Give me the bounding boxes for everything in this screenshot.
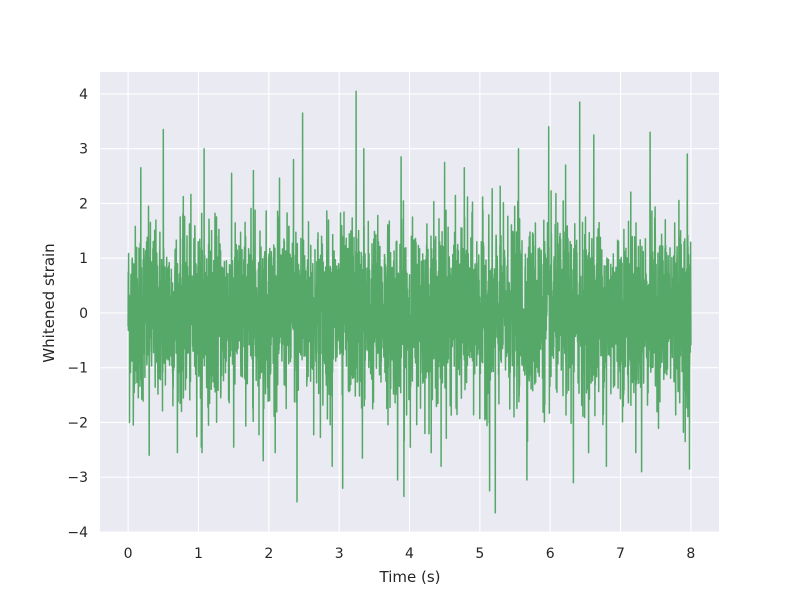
x-axis-ticks: 0 1 2 3 4 5 6 7 8 bbox=[124, 546, 696, 562]
y-axis-ticks: −4 −3 −2 −1 0 1 2 3 4 bbox=[67, 87, 88, 541]
x-tick-label: 1 bbox=[194, 546, 203, 562]
x-axis-label: Time (s) bbox=[379, 568, 441, 586]
x-tick-label: 0 bbox=[124, 546, 133, 562]
y-tick-label: −1 bbox=[67, 361, 88, 377]
x-tick-label: 7 bbox=[616, 546, 625, 562]
series-layer bbox=[127, 90, 692, 514]
x-tick-label: 5 bbox=[475, 546, 484, 562]
y-tick-label: −4 bbox=[67, 525, 88, 541]
y-tick-label: 0 bbox=[79, 306, 88, 322]
y-tick-label: 2 bbox=[79, 196, 88, 212]
y-tick-label: −2 bbox=[67, 415, 88, 431]
x-tick-label: 8 bbox=[686, 546, 695, 562]
x-tick-label: 4 bbox=[405, 546, 414, 562]
x-tick-label: 2 bbox=[264, 546, 273, 562]
y-tick-label: −3 bbox=[67, 470, 88, 486]
x-tick-label: 3 bbox=[335, 546, 344, 562]
x-tick-label: 6 bbox=[546, 546, 555, 562]
y-tick-label: 1 bbox=[79, 251, 88, 267]
y-axis-label: Whitened strain bbox=[40, 243, 58, 362]
y-tick-label: 4 bbox=[79, 87, 88, 103]
y-tick-label: 3 bbox=[79, 142, 88, 158]
strain-series-line bbox=[127, 90, 692, 514]
